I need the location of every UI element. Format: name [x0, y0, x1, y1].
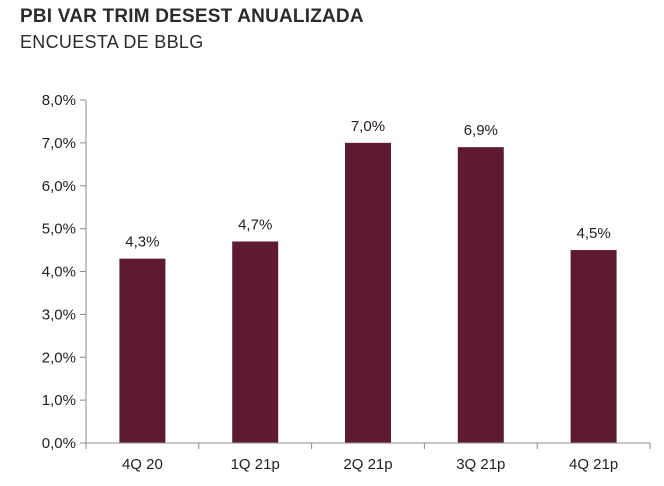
- y-tick-label: 6,0%: [42, 178, 76, 195]
- bar: [232, 241, 279, 443]
- x-tick-label: 3Q 21p: [456, 456, 505, 473]
- bar: [345, 142, 391, 443]
- chart-subtitle: ENCUESTA DE BBLG: [20, 32, 204, 52]
- y-tick-label: 7,0%: [42, 135, 76, 152]
- x-tick-label: 1Q 21p: [231, 456, 280, 473]
- y-tick-label: 3,0%: [42, 306, 76, 323]
- data-label: 6,9%: [464, 122, 498, 139]
- data-label: 4,5%: [576, 225, 610, 242]
- x-tick-label: 4Q 21p: [569, 456, 618, 473]
- bar: [457, 147, 504, 443]
- y-tick-label: 8,0%: [42, 92, 76, 109]
- data-label: 4,3%: [125, 234, 159, 251]
- bar: [119, 258, 166, 443]
- y-tick-label: 4,0%: [42, 264, 76, 281]
- x-tick-label: 2Q 21p: [343, 456, 392, 473]
- data-label: 7,0%: [351, 118, 385, 135]
- bars: 4,3% 4,7% 7,0% 6,9% 4,5%: [119, 118, 617, 443]
- y-tick-label: 2,0%: [42, 349, 76, 366]
- data-label: 4,7%: [238, 216, 272, 233]
- x-axis: 4Q 20 1Q 21p 2Q 21p 3Q 21p 4Q 21p: [85, 442, 651, 473]
- y-axis: 0,0% 1,0% 2,0% 3,0% 4,0% 5,0% 6,0% 7,0% 8,0%: [42, 92, 87, 452]
- y-tick-label: 5,0%: [42, 221, 76, 238]
- x-tick-label: 4Q 20: [122, 456, 163, 473]
- chart-title: PBI VAR TRIM DESEST ANUALIZADA: [20, 6, 364, 27]
- y-tick-label: 0,0%: [42, 435, 76, 452]
- y-tick-label: 1,0%: [42, 392, 76, 409]
- bar: [570, 250, 617, 443]
